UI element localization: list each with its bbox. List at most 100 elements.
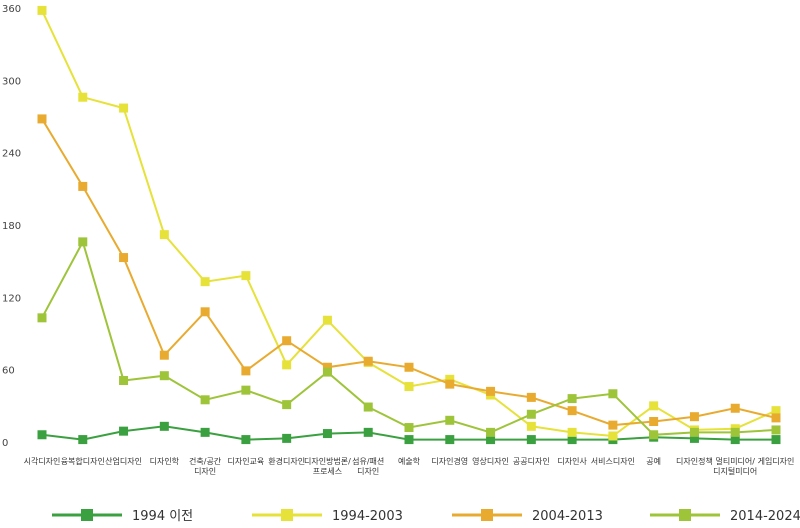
legend-marker (481, 509, 493, 521)
x-tick-label: 디자인정책 (676, 456, 713, 466)
series-line (41, 239, 777, 436)
data-point: 2004-2013: 108 (200, 307, 210, 317)
data-point: 2014-2024(현재): 51 (119, 376, 129, 386)
data-point: 1994 이전: 13 (159, 421, 169, 431)
y-tick-label: 180 (2, 221, 21, 232)
data-point: 2004-2013: 28 (730, 403, 740, 413)
legend-label: 2004-2013 (532, 509, 603, 524)
data-point: 1994-2003: 64 (282, 360, 292, 370)
data-point: 2004-2013: 84 (282, 336, 292, 346)
x-tick-label: 영상디자인 (472, 456, 509, 466)
data-point: 2014-2024(현재): 40 (608, 389, 618, 399)
data-point: 1994-2003: 46 (404, 382, 414, 392)
data-point: 1994 이전: 3 (689, 433, 699, 443)
y-tick-label: 360 (2, 4, 21, 15)
data-point: 1994-2003: 277 (119, 103, 129, 113)
data-point: 1994 이전: 2 (445, 435, 455, 445)
x-tick-label: 디자인교육 (227, 456, 264, 466)
data-point: 2014-2024(현재): 23 (526, 409, 536, 419)
data-point: 1994 이전: 8 (363, 427, 373, 437)
data-point: 2004-2013: 21 (689, 412, 699, 422)
data-point: 2014-2024(현재): 103 (37, 313, 47, 323)
data-point: 2004-2013: 37 (526, 392, 536, 402)
data-point: 2014-2024(현재): 31 (282, 400, 292, 410)
x-tick-label: 섬유/패션 디자인 (352, 456, 384, 476)
data-point: 2014-2024(현재): 12 (404, 423, 414, 433)
legend-label: 1994 이전 (132, 509, 193, 524)
legend-marker (281, 509, 293, 521)
data-point: 1994-2003: 26 (771, 406, 781, 416)
data-point: 1994-2003: 358 (37, 5, 47, 15)
data-point: 2014-2024(현재): 18 (445, 415, 455, 425)
x-tick-label: 서비스디자인 (591, 456, 635, 466)
data-point: 1994-2003: 30 (649, 401, 659, 411)
data-point: 1994 이전: 2 (567, 435, 577, 445)
y-tick-label: 240 (2, 149, 21, 160)
data-point: 1994 이전: 2 (404, 435, 414, 445)
x-tick-label: 건축/공간 디자인 (189, 456, 222, 476)
data-point: 2004-2013: 20 (771, 413, 781, 423)
data-point: 2014-2024(현재): 166 (78, 237, 88, 247)
data-point: 1994-2003: 286 (78, 92, 88, 102)
data-point: 2014-2024(현재): 10 (771, 425, 781, 435)
x-tick-label: 공예 (646, 456, 661, 466)
x-tick-label: 게임디자인 (758, 456, 795, 466)
data-point: 2014-2024(현재): 43 (241, 385, 251, 395)
x-tick-label: 예술학 (398, 456, 421, 466)
data-point: 2004-2013: 17 (649, 417, 659, 427)
x-tick-label: 산업디자인 (105, 456, 142, 466)
data-point: 1994 이전: 3 (282, 433, 292, 443)
legend: 1994 이전 1994-2003 2004-2013 2014-2024(현재) (52, 509, 800, 524)
legend-marker (679, 509, 691, 521)
data-point: 1994-2003: 138 (241, 271, 251, 281)
data-point: 2014-2024(현재): 8 (730, 427, 740, 437)
data-point: 1994 이전: 8 (200, 427, 210, 437)
data-point: 1994-2003: 52 (445, 374, 455, 384)
data-point: 2014-2024(현재): 29 (363, 402, 373, 412)
y-tick-label: 300 (2, 76, 21, 87)
y-tick-label: 0 (2, 438, 8, 449)
data-point: 2004-2013: 59 (241, 366, 251, 376)
data-point: 1994-2003: 8 (567, 427, 577, 437)
x-tick-label: 디자인방법론/프로세스 (304, 456, 351, 476)
data-point: 2004-2013: 62 (322, 362, 332, 372)
x-tick-label: 공공디자인 (513, 456, 550, 466)
data-point: 2014-2024(현재): 55 (159, 371, 169, 381)
data-point: 1994 이전: 2 (241, 435, 251, 445)
data-point: 2004-2013: 67 (363, 356, 373, 366)
data-point: 2014-2024(현재): 6 (649, 430, 659, 440)
y-tick-label: 120 (2, 293, 21, 304)
series-line (41, 9, 777, 438)
data-point: 2004-2013: 26 (567, 406, 577, 416)
x-tick-label: 시각디자인 (24, 456, 61, 466)
data-point: 1994 이전: 2 (486, 435, 496, 445)
data-point: 1994-2003: 13 (526, 421, 536, 431)
data-point: 2004-2013: 212 (78, 181, 88, 191)
data-point: 1994 이전: 2 (730, 435, 740, 445)
legend-label: 1994-2003 (332, 509, 403, 524)
plot-area: 1994 이전: 6 1994 이전: 2 1994 이전: 9 1994 이전: 1… (37, 5, 781, 445)
legend-label: 2014-2024(현재) (730, 509, 800, 524)
data-point: 1994-2003: 5 (608, 431, 618, 441)
data-point: 2004-2013: 42 (486, 386, 496, 396)
x-tick-label: 디자인경영 (431, 456, 468, 466)
data-point: 1994 이전: 6 (37, 430, 47, 440)
data-point: 1994 이전: 9 (119, 426, 129, 436)
data-point: 1994 이전: 2 (526, 435, 536, 445)
data-point: 1994 이전: 2 (78, 435, 88, 445)
x-tick-label: 멀티미디어/디지털미디어 (713, 456, 757, 476)
y-axis: 0 60 120 180 240 300 360 (2, 4, 21, 449)
x-tick-label: 융복합디자인 (61, 456, 105, 466)
y-tick-label: 60 (2, 366, 15, 377)
data-point: 2014-2024(현재): 8 (689, 427, 699, 437)
series-line (41, 118, 777, 427)
data-point: 2014-2024(현재): 8 (486, 427, 496, 437)
data-point: 1994-2003: 133 (200, 277, 210, 287)
data-point: 1994 이전: 2 (771, 435, 781, 445)
data-point: 2004-2013: 153 (119, 253, 129, 263)
data-point: 2014-2024(현재): 36 (567, 394, 577, 404)
data-point: 2004-2013: 72 (159, 350, 169, 360)
data-point: 2004-2013: 62 (404, 362, 414, 372)
